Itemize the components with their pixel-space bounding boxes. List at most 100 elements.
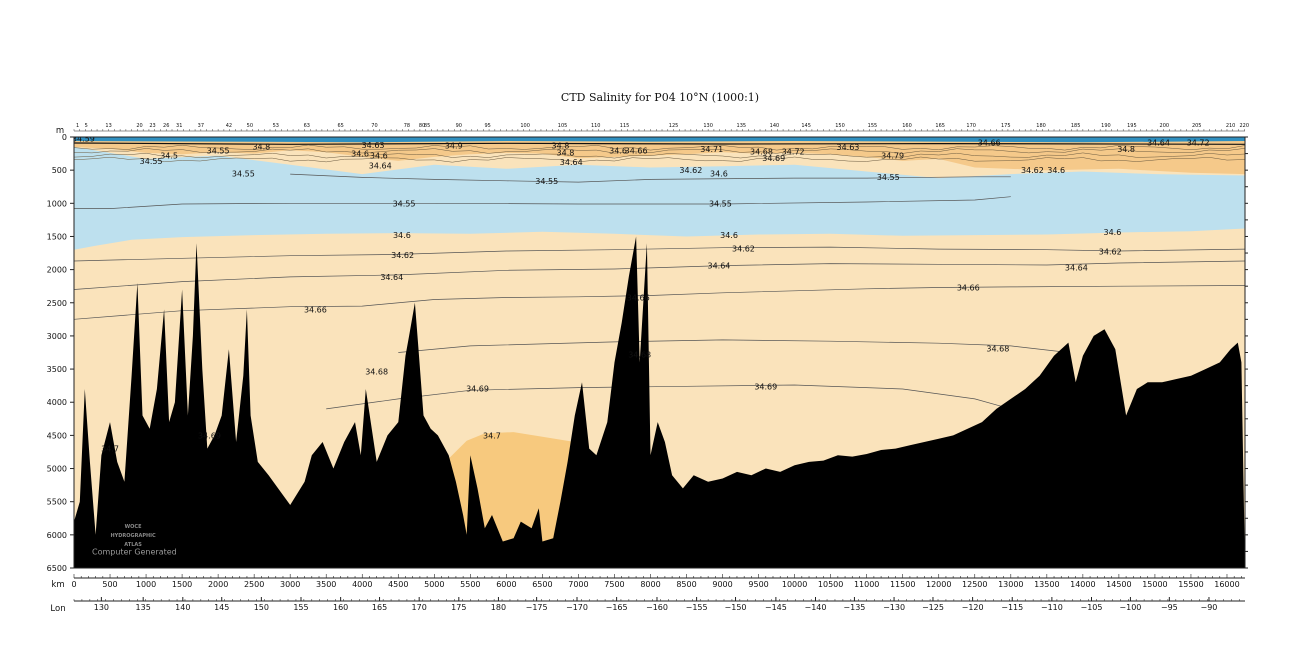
km-tick-label-26: 13000: [998, 580, 1023, 589]
contour-label-5: 34.63: [362, 141, 385, 150]
km-tick-label-18: 9000: [712, 580, 732, 589]
km-tick-label-1: 500: [102, 580, 117, 589]
contour-label-22: 34.62: [679, 166, 702, 175]
lon-tick-label-16: −150: [725, 603, 747, 612]
station-label-40: 210: [1226, 123, 1236, 129]
contour-label-20: 34.63: [836, 143, 859, 152]
lon-tick-label-8: 170: [412, 603, 427, 612]
station-label-1: 5: [85, 123, 88, 129]
contour-line-0: [74, 285, 1245, 320]
station-label-3: 20: [136, 123, 142, 129]
contour-label-42: 34.64: [380, 273, 403, 282]
contour-label-35: 34.6: [720, 231, 738, 240]
axes: 0500100015002000250030003500400045005000…: [47, 123, 1249, 612]
station-label-8: 42: [226, 123, 232, 129]
contour-label-41: 34.64: [1065, 264, 1088, 273]
surface-thermocline-line: [74, 142, 1245, 145]
upper-contour-1: [74, 148, 1245, 154]
km-tick-label-15: 7500: [604, 580, 624, 589]
km-tick-label-22: 11000: [854, 580, 879, 589]
km-tick-label-12: 6000: [496, 580, 516, 589]
lon-axis-label: Lon: [50, 604, 65, 614]
lon-tick-label-9: 175: [451, 603, 466, 612]
contour-label-52: 34.69: [198, 431, 221, 440]
contour-label-9: 34.55: [232, 169, 255, 178]
lon-tick-label-3: 145: [214, 603, 229, 612]
station-label-38: 200: [1160, 123, 1170, 129]
contour-line-2: [74, 246, 1245, 262]
y-tick-label-7: 3500: [47, 365, 67, 374]
station-label-15: 80: [419, 123, 425, 129]
contour-label-4: 34.8: [252, 142, 270, 151]
upper-contour-3: [74, 156, 1245, 163]
station-label-7: 37: [198, 123, 204, 129]
km-tick-label-0: 0: [71, 580, 76, 589]
km-tick-label-25: 12500: [962, 580, 987, 589]
lon-tick-label-20: −130: [883, 603, 905, 612]
lon-tick-label-7: 165: [372, 603, 387, 612]
contour-label-39: 34.62: [1099, 248, 1122, 257]
station-label-10: 53: [273, 123, 279, 129]
km-tick-label-17: 8500: [676, 580, 696, 589]
lon-tick-label-26: −100: [1119, 603, 1141, 612]
km-tick-label-31: 15500: [1178, 580, 1203, 589]
km-tick-label-27: 13500: [1034, 580, 1059, 589]
km-tick-label-6: 3000: [280, 580, 300, 589]
contour-label-46: 34.68: [986, 345, 1009, 354]
lon-tick-label-11: −175: [526, 603, 548, 612]
y-tick-label-10: 5000: [47, 465, 67, 474]
km-tick-label-4: 2000: [208, 580, 228, 589]
lon-tick-label-22: −120: [962, 603, 984, 612]
y-tick-label-5: 2500: [47, 299, 67, 308]
contour-label-26: 34.8: [1117, 145, 1135, 154]
y-tick-label-12: 6000: [47, 531, 67, 540]
km-tick-label-7: 3500: [316, 580, 336, 589]
km-tick-label-29: 14500: [1106, 580, 1131, 589]
y-tick-label-13: 6500: [47, 564, 67, 573]
contour-label-32: 34.55: [393, 199, 416, 208]
km-tick-label-32: 16000: [1214, 580, 1239, 589]
km-tick-label-19: 9500: [748, 580, 768, 589]
station-label-6: 31: [176, 123, 182, 129]
station-label-26: 140: [770, 123, 780, 129]
contour-label-8: 34.64: [369, 162, 392, 171]
km-tick-label-10: 5000: [424, 580, 444, 589]
km-tick-label-30: 15000: [1142, 580, 1167, 589]
lon-tick-label-17: −145: [765, 603, 787, 612]
station-label-27: 145: [801, 123, 811, 129]
contour-label-44: 34.66: [627, 293, 650, 302]
contour-label-18: 34.72: [782, 148, 805, 157]
contour-label-34: 34.6: [393, 231, 411, 240]
contour-label-12: 34.8: [557, 148, 575, 157]
km-tick-label-9: 4500: [388, 580, 408, 589]
lon-tick-label-10: 180: [491, 603, 506, 612]
km-tick-label-3: 1500: [172, 580, 192, 589]
stamp-text-2: ATLAS: [124, 542, 142, 548]
intermediate-low-salinity-layer: [74, 146, 1245, 250]
contour-label-47: 34.68: [628, 350, 651, 359]
contour-label-10: 34.9: [445, 142, 463, 151]
km-tick-label-20: 10000: [782, 580, 807, 589]
km-tick-label-11: 5500: [460, 580, 480, 589]
contour-label-25: 34.66: [978, 138, 1001, 147]
km-tick-label-5: 2500: [244, 580, 264, 589]
station-label-30: 160: [902, 123, 912, 129]
lon-tick-label-0: 130: [94, 603, 109, 612]
contour-label-43: 34.66: [957, 284, 980, 293]
contour-label-33: 34.55: [709, 199, 732, 208]
contour-label-14: 34.6: [609, 146, 627, 155]
contour-line-3: [398, 339, 1069, 353]
km-tick-label-13: 6500: [532, 580, 552, 589]
km-tick-label-24: 12000: [926, 580, 951, 589]
contour-label-3: 34.55: [207, 146, 230, 155]
contour-label-21: 34.79: [881, 152, 904, 161]
lon-tick-label-14: −160: [646, 603, 668, 612]
contour-label-17: 34.68: [750, 148, 773, 157]
lon-tick-label-19: −135: [843, 603, 865, 612]
lon-tick-label-1: 135: [136, 603, 151, 612]
station-label-37: 195: [1127, 123, 1137, 129]
chart-title: CTD Salinity for P04 10°N (1000:1): [561, 91, 759, 104]
station-label-17: 90: [456, 123, 462, 129]
contour-line-5: [74, 196, 1011, 209]
